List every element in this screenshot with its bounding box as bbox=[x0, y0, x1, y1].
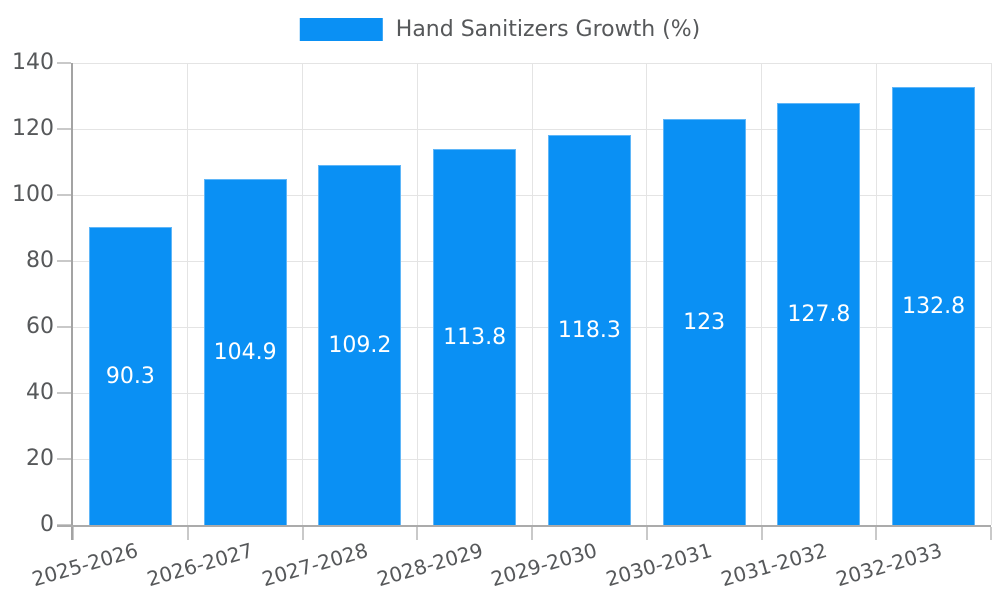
bar-value-label: 118.3 bbox=[557, 317, 621, 343]
v-gridline bbox=[416, 63, 418, 525]
x-tick bbox=[416, 527, 419, 540]
y-axis-label: 140 bbox=[12, 50, 54, 75]
y-tick bbox=[57, 128, 71, 130]
x-axis-line bbox=[57, 525, 991, 527]
v-gridline bbox=[531, 63, 533, 525]
bar[interactable]: 113.8 bbox=[433, 149, 517, 525]
bar[interactable]: 132.8 bbox=[892, 86, 976, 525]
bar[interactable]: 123 bbox=[662, 119, 746, 525]
x-tick bbox=[990, 527, 992, 540]
y-axis-label: 80 bbox=[26, 248, 54, 273]
y-axis-label: 60 bbox=[26, 314, 54, 339]
y-tick bbox=[57, 392, 71, 394]
legend-swatch bbox=[299, 18, 383, 41]
v-gridline bbox=[187, 63, 189, 525]
bar-value-label: 109.2 bbox=[328, 332, 392, 358]
bar[interactable]: 104.9 bbox=[203, 178, 287, 525]
x-axis-label: 2027-2028 bbox=[259, 538, 371, 592]
x-tick bbox=[760, 527, 763, 540]
y-axis-label: 40 bbox=[26, 380, 54, 405]
bar-value-label: 123 bbox=[683, 310, 726, 336]
v-gridline bbox=[646, 63, 648, 525]
x-axis-label: 2032-2033 bbox=[832, 538, 945, 592]
y-tick bbox=[57, 458, 71, 460]
legend-label: Hand Sanitizers Growth (%) bbox=[395, 17, 701, 42]
y-axis-label: 0 bbox=[40, 512, 54, 537]
x-tick bbox=[645, 527, 648, 540]
x-axis-label: 2028-2029 bbox=[373, 538, 486, 592]
v-gridline bbox=[990, 63, 992, 525]
y-tick bbox=[57, 326, 71, 328]
v-gridline bbox=[761, 63, 762, 525]
bar[interactable]: 109.2 bbox=[318, 164, 402, 525]
x-axis-label: 2029-2030 bbox=[488, 538, 600, 592]
x-axis-label: 2025-2026 bbox=[29, 538, 141, 592]
x-tick bbox=[301, 527, 304, 540]
x-axis-label: 2026-2027 bbox=[144, 538, 256, 592]
y-axis-label: 120 bbox=[12, 116, 54, 141]
x-axis-label: 2031-2032 bbox=[718, 538, 830, 592]
bar-value-label: 90.3 bbox=[105, 363, 155, 389]
x-tick bbox=[72, 527, 74, 540]
bar[interactable]: 127.8 bbox=[777, 103, 861, 525]
bar-value-label: 132.8 bbox=[902, 293, 966, 319]
y-tick bbox=[57, 194, 71, 196]
bar[interactable]: 118.3 bbox=[547, 134, 631, 525]
bar-value-label: 127.8 bbox=[787, 302, 851, 328]
bar-value-label: 104.9 bbox=[213, 339, 277, 365]
v-gridline bbox=[302, 63, 303, 525]
legend-item[interactable]: Hand Sanitizers Growth (%) bbox=[299, 17, 701, 42]
bar[interactable]: 90.3 bbox=[88, 227, 172, 525]
y-axis-label: 100 bbox=[12, 182, 54, 207]
y-axis-line bbox=[71, 63, 73, 540]
x-tick bbox=[186, 527, 189, 540]
y-tick bbox=[57, 62, 71, 64]
y-tick bbox=[57, 260, 71, 262]
x-tick bbox=[875, 527, 878, 540]
y-axis-label: 20 bbox=[26, 446, 54, 471]
bar-value-label: 113.8 bbox=[443, 325, 507, 351]
x-tick bbox=[531, 527, 533, 540]
x-axis-label: 2030-2031 bbox=[603, 538, 715, 592]
v-gridline bbox=[875, 63, 877, 525]
